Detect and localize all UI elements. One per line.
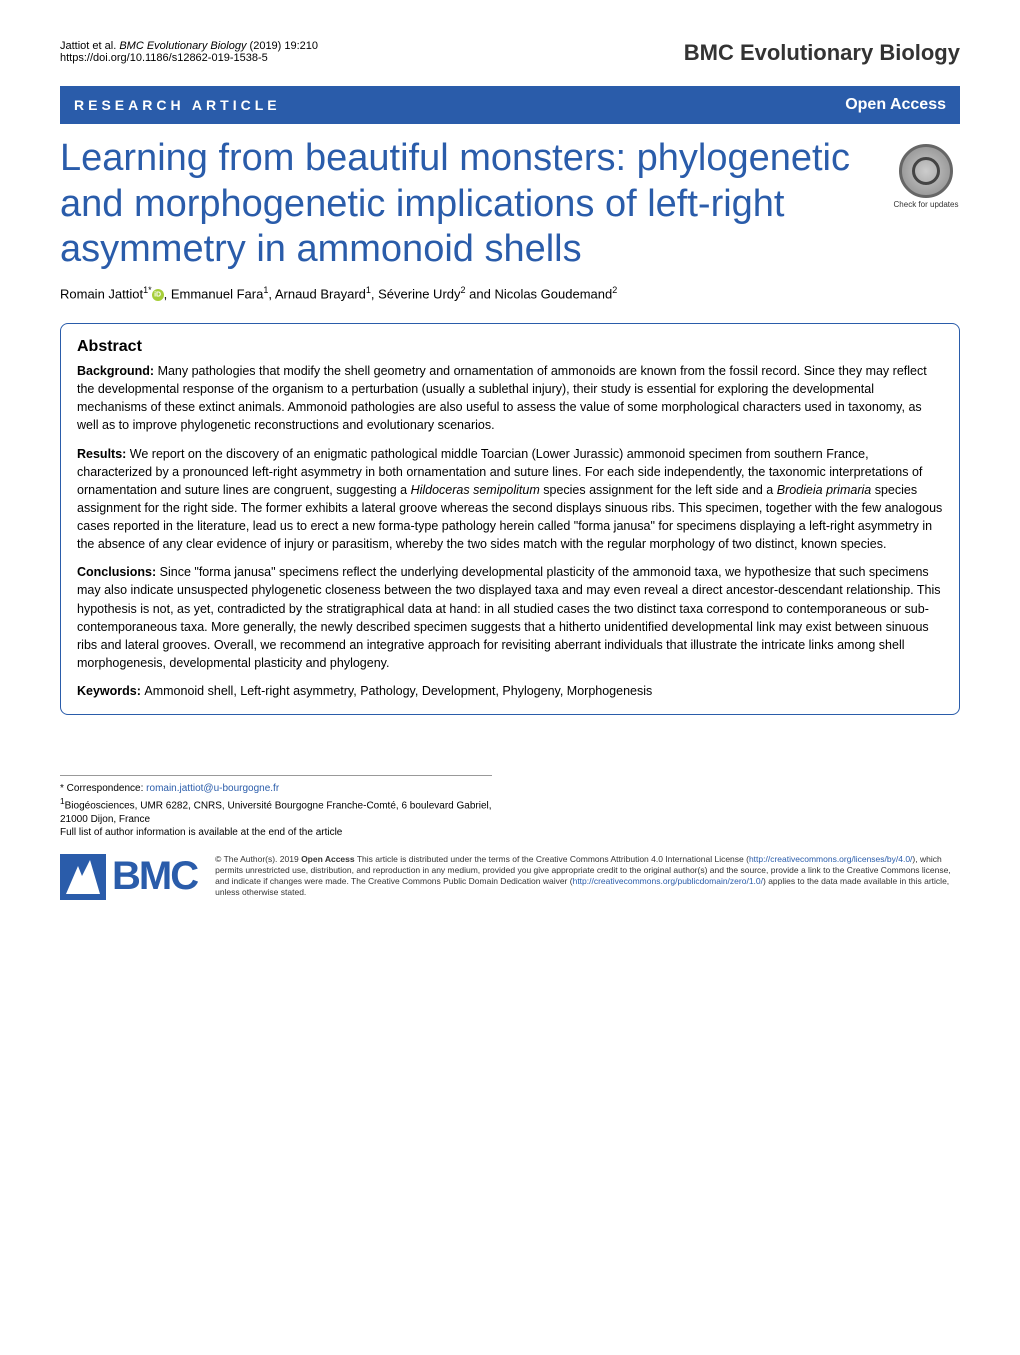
abstract-conclusions: Conclusions: Since "forma janusa" specim… <box>77 563 943 672</box>
author-5: Nicolas Goudemand <box>494 286 612 301</box>
doi-line: https://doi.org/10.1186/s12862-019-1538-… <box>60 52 318 64</box>
journal-display-name: BMC Evolutionary Biology <box>684 40 960 66</box>
citation-meta: Jattiot et al. BMC Evolutionary Biology … <box>60 40 318 64</box>
article-type: RESEARCH ARTICLE <box>74 97 281 113</box>
abstract-box: Abstract Background: Many pathologies th… <box>60 323 960 715</box>
license-text: © The Author(s). 2019 Open Access This a… <box>215 854 960 898</box>
crossmark-label: Check for updates <box>894 200 959 209</box>
author-4: , Séverine Urdy <box>371 286 461 301</box>
conclusions-label: Conclusions: <box>77 565 160 579</box>
keywords-label: Keywords: <box>77 684 144 698</box>
keywords-text: Ammonoid shell, Left-right asymmetry, Pa… <box>144 684 652 698</box>
affiliation-line: 1Biogéosciences, UMR 6282, CNRS, Univers… <box>60 796 492 826</box>
author-3: , Arnaud Brayard <box>268 286 366 301</box>
author-1: Romain Jattiot <box>60 286 143 301</box>
journal-italic: BMC Evolutionary Biology <box>119 40 246 52</box>
abstract-keywords: Keywords: Ammonoid shell, Left-right asy… <box>77 682 943 700</box>
license-link-2[interactable]: http://creativecommons.org/publicdomain/… <box>573 876 763 886</box>
article-title: Learning from beautiful monsters: phylog… <box>60 136 892 273</box>
abstract-heading: Abstract <box>77 338 943 356</box>
bmc-logo: BMC <box>60 854 197 900</box>
citation-line: Jattiot et al. BMC Evolutionary Biology … <box>60 40 318 52</box>
crossmark-icon <box>899 144 953 198</box>
author-1-sup: 1* <box>143 285 152 295</box>
full-list-line: Full list of author information is avail… <box>60 826 492 840</box>
background-label: Background: <box>77 364 158 378</box>
results-text-2: species assignment for the left side and… <box>540 483 777 497</box>
header-row: Jattiot et al. BMC Evolutionary Biology … <box>60 40 960 66</box>
results-italic-2: Brodieia primaria <box>777 483 871 497</box>
open-access-label: Open Access <box>845 96 946 114</box>
author-5-sup: 2 <box>612 285 617 295</box>
article-type-bar: RESEARCH ARTICLE Open Access <box>60 86 960 124</box>
bmc-logo-text: BMC <box>112 854 197 899</box>
background-text: Many pathologies that modify the shell g… <box>77 364 927 432</box>
authors-line: Romain Jattiot1*, Emmanuel Fara1, Arnaud… <box>60 285 960 301</box>
results-italic-1: Hildoceras semipolitum <box>411 483 540 497</box>
footer-row: BMC © The Author(s). 2019 Open Access Th… <box>60 854 960 900</box>
license-bold: Open Access <box>301 854 355 864</box>
citation-suffix: (2019) 19:210 <box>246 40 318 52</box>
title-block: Learning from beautiful monsters: phylog… <box>60 136 960 273</box>
orcid-icon[interactable] <box>152 289 164 301</box>
author-2: , Emmanuel Fara <box>164 286 264 301</box>
affiliation-text: Biogéosciences, UMR 6282, CNRS, Universi… <box>60 800 492 825</box>
badges-column: Check for updates <box>892 136 960 209</box>
citation-prefix: Jattiot et al. <box>60 40 119 52</box>
license-link-1[interactable]: http://creativecommons.org/licenses/by/4… <box>749 854 912 864</box>
conclusions-text: Since "forma janusa" specimens reflect t… <box>77 565 940 670</box>
abstract-results: Results: We report on the discovery of a… <box>77 445 943 554</box>
bmc-logo-icon <box>60 854 106 900</box>
license-prefix: © The Author(s). 2019 <box>215 854 301 864</box>
abstract-background: Background: Many pathologies that modify… <box>77 362 943 435</box>
correspondence-email[interactable]: romain.jattiot@u-bourgogne.fr <box>146 783 279 794</box>
crossmark-badge[interactable]: Check for updates <box>892 144 960 209</box>
author-joiner: and <box>466 286 495 301</box>
correspondence-line: * Correspondence: romain.jattiot@u-bourg… <box>60 782 492 796</box>
license-text-1: This article is distributed under the te… <box>355 854 749 864</box>
results-label: Results: <box>77 447 130 461</box>
correspondence-block: * Correspondence: romain.jattiot@u-bourg… <box>60 775 492 839</box>
correspondence-prefix: * Correspondence: <box>60 783 146 794</box>
